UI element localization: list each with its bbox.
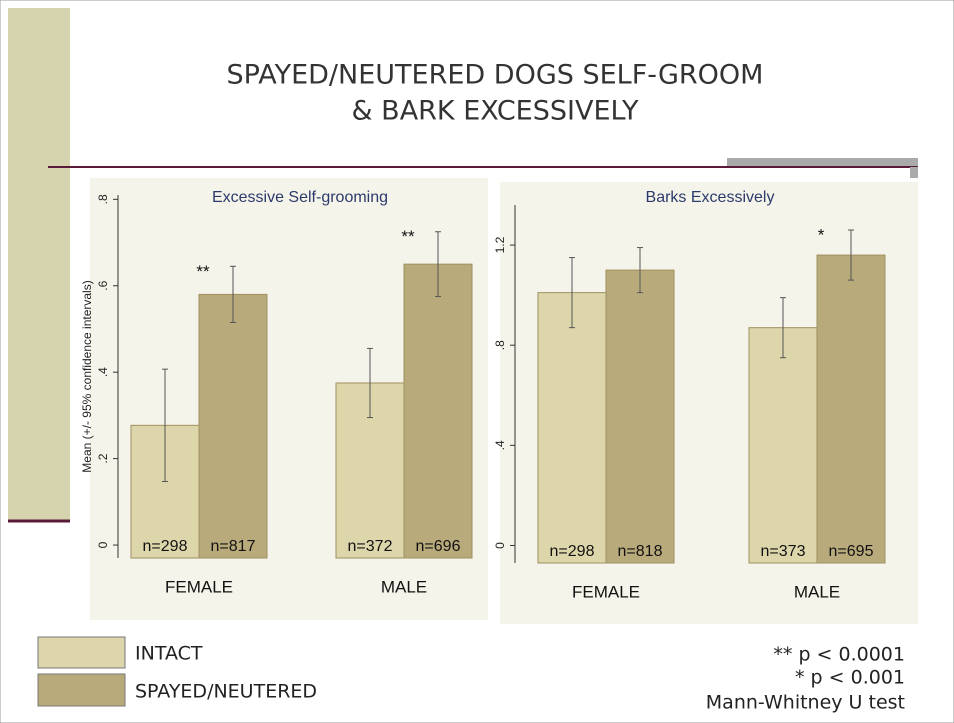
n-label: n=817 — [211, 538, 256, 555]
y-tick-label: 0 — [96, 541, 110, 548]
n-label: n=695 — [829, 543, 874, 560]
x-tick-label: MALE — [381, 577, 427, 596]
y-tick-label: .6 — [96, 280, 110, 290]
chart-title: Excessive Self-grooming — [212, 189, 388, 206]
significance: ** — [196, 262, 210, 281]
accent-square — [910, 167, 918, 178]
n-label: n=373 — [761, 543, 806, 560]
y-axis-label: Mean (+/- 95% confidence intervals) — [80, 280, 94, 472]
n-label: n=696 — [416, 538, 461, 555]
footnote: * p < 0.001 — [795, 667, 905, 689]
y-tick-label: .8 — [96, 194, 110, 204]
x-tick-label: MALE — [794, 582, 840, 601]
y-tick-label: 1.2 — [493, 236, 507, 253]
bar — [403, 263, 473, 559]
bar — [537, 292, 607, 564]
y-tick-label: .2 — [96, 453, 110, 463]
title-line: & BARK EXCESSIVELY — [352, 96, 639, 127]
significance: ** — [401, 227, 415, 246]
legend-label: SPAYED/NEUTERED — [135, 681, 317, 703]
chart-title: Barks Excessively — [646, 189, 775, 206]
n-label: n=818 — [618, 543, 663, 560]
x-tick-label: FEMALE — [165, 577, 233, 596]
significance: * — [818, 226, 825, 245]
n-label: n=298 — [550, 543, 595, 560]
bar — [748, 327, 818, 564]
bar — [198, 293, 268, 559]
title-line: SPAYED/NEUTERED DOGS SELF-GROOM — [227, 60, 764, 91]
n-label: n=298 — [143, 538, 188, 555]
x-tick-label: FEMALE — [572, 582, 640, 601]
accent-bar — [727, 158, 918, 166]
side-band — [8, 8, 70, 520]
footnote: Mann-Whitney U test — [706, 692, 905, 714]
legend-swatch — [37, 636, 126, 669]
y-tick-label: 0 — [493, 542, 507, 549]
bar — [816, 254, 886, 564]
y-tick-label: .4 — [493, 440, 507, 450]
y-tick-label: .8 — [493, 340, 507, 350]
legend-label: INTACT — [135, 643, 203, 665]
legend-swatch — [37, 673, 126, 707]
footnote: ** p < 0.0001 — [773, 644, 905, 666]
n-label: n=372 — [348, 538, 393, 555]
y-tick-label: .4 — [96, 367, 110, 377]
bar — [605, 269, 675, 564]
